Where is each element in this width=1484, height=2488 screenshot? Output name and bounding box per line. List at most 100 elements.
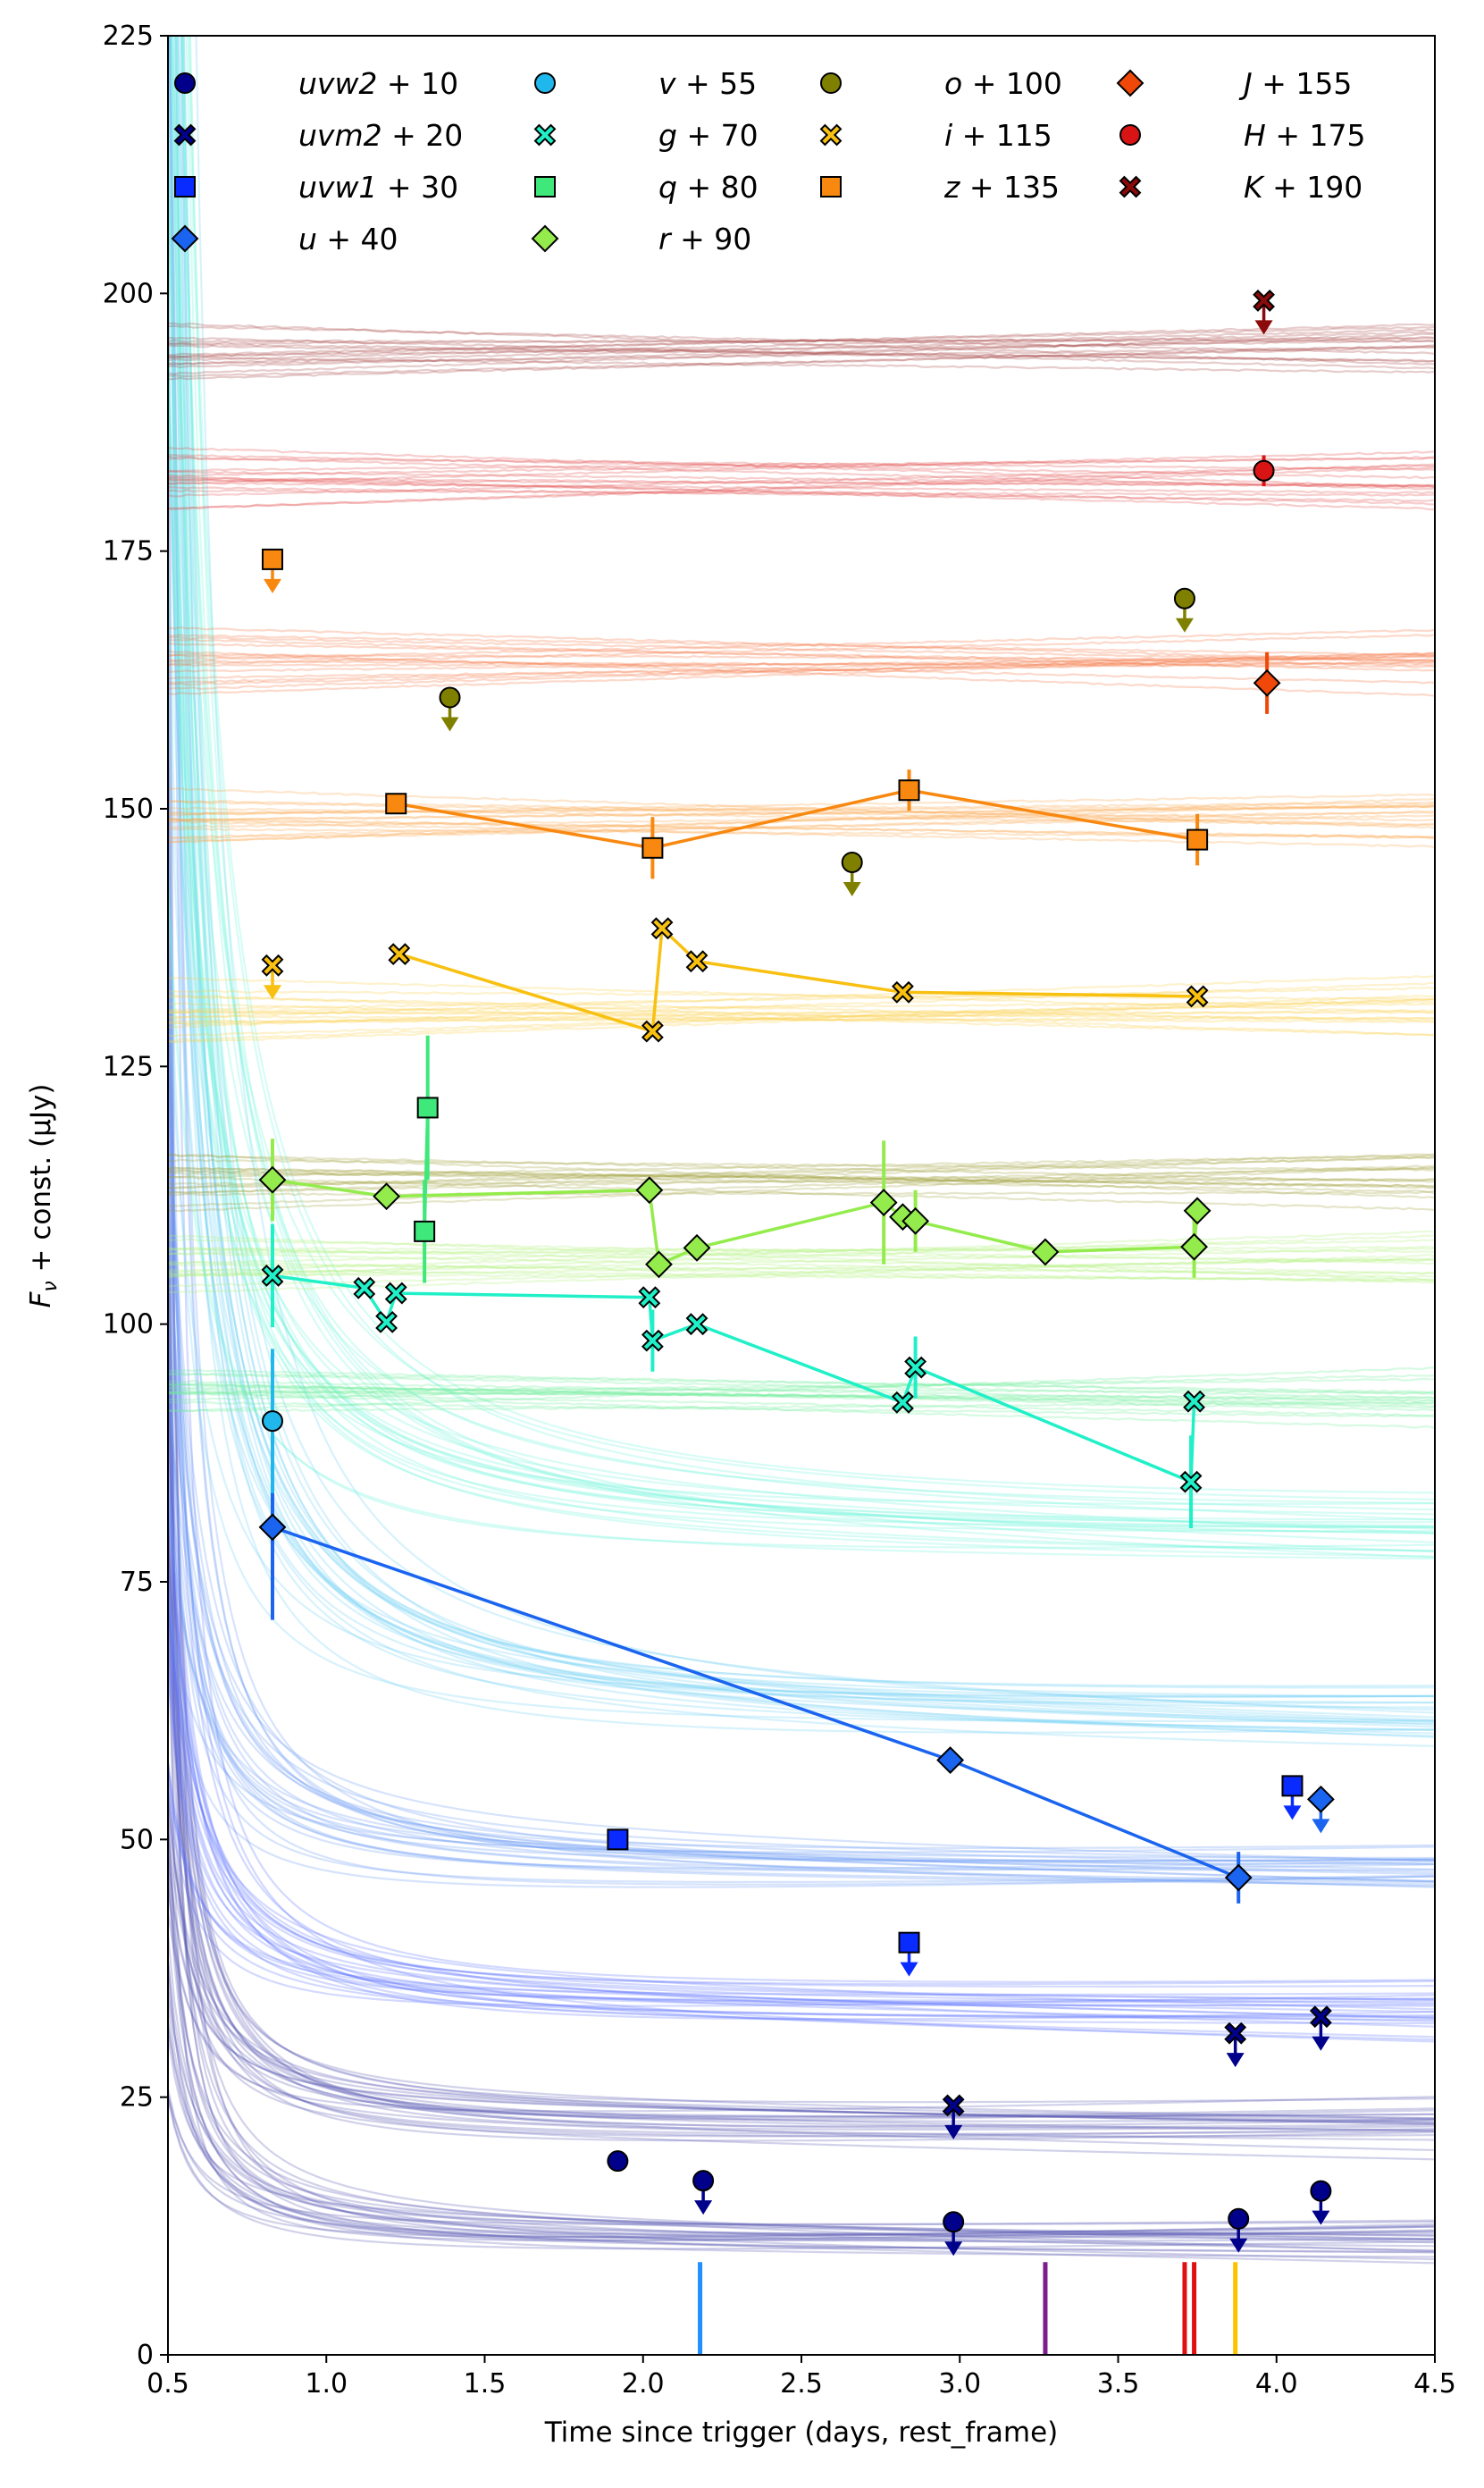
model-curve — [168, 36, 1435, 1728]
model-curve — [168, 1156, 1435, 1195]
model-curve — [168, 653, 1435, 685]
legend-band-offset: + 80 — [677, 170, 759, 205]
upper-limit-arrow-o — [1175, 618, 1194, 633]
legend-marker-z — [820, 176, 842, 198]
model-curve — [168, 1592, 1435, 2118]
legend-band-name: u — [298, 222, 317, 256]
model-curve — [168, 1603, 1435, 2000]
y-axis-label-symbol: F — [25, 1290, 57, 1307]
legend-marker-q — [534, 176, 556, 198]
model-curve — [168, 2025, 1435, 2235]
model-curve — [168, 1366, 1435, 1412]
model-curve — [168, 1856, 1435, 2123]
model-curve — [168, 728, 1435, 2104]
model-curve — [168, 1359, 1435, 1988]
model-curve — [175, 36, 1435, 1533]
model-curve — [168, 626, 1435, 662]
model-curve — [168, 457, 1435, 471]
model-curves — [168, 36, 1435, 2265]
model-curve — [168, 634, 1435, 666]
model-curve — [168, 345, 1435, 366]
data-point-r — [901, 1206, 930, 1235]
legend-marker-uvm2 — [173, 123, 197, 147]
model-curve — [168, 1373, 1435, 1400]
model-curve — [168, 1014, 1435, 1024]
legend-label-uvw1: uvw1 + 30 — [298, 170, 458, 205]
model-curve — [168, 1614, 1435, 2022]
model-curve — [168, 551, 1435, 1505]
model-curve — [168, 1483, 1435, 2021]
model-curve — [181, 36, 1435, 1535]
model-curve — [168, 1158, 1435, 1172]
model-curve — [168, 1311, 1435, 1862]
model-curve — [175, 36, 1435, 1534]
data-point-o — [439, 686, 461, 709]
model-curve — [168, 1378, 1435, 2129]
model-curve — [168, 660, 1435, 668]
model-curve — [168, 2094, 1435, 2226]
model-curve — [168, 1247, 1435, 1276]
model-curve — [168, 584, 1435, 1747]
model-curve — [168, 1976, 1435, 2258]
model-curve — [168, 1166, 1435, 1189]
model-curve — [168, 1831, 1435, 2151]
model-curve — [168, 1247, 1435, 1275]
model-curve — [168, 332, 1435, 375]
model-curve — [185, 36, 1435, 1559]
model-curve — [168, 1258, 1435, 1278]
x-axis-label: Time since trigger (days, rest_frame) — [544, 2417, 1059, 2449]
legend-label-z: z + 135 — [943, 170, 1060, 205]
model-curve — [168, 1871, 1435, 2242]
data-point-r — [645, 1250, 673, 1279]
model-curve — [168, 819, 1435, 839]
model-curve — [168, 1254, 1435, 1294]
model-curve — [168, 642, 1435, 667]
model-curve — [168, 357, 1435, 1544]
legend-label-o: o + 100 — [944, 66, 1062, 101]
legend-label-u: u + 40 — [298, 222, 398, 256]
model-curve — [168, 1521, 1435, 2128]
model-curve — [168, 1991, 1435, 2248]
model-curve — [168, 1604, 1435, 2011]
y-tick-label: 75 — [120, 1567, 154, 1598]
model-curve — [168, 1376, 1435, 1882]
model-curve — [176, 36, 1435, 1704]
data-point-uvm2 — [942, 2094, 965, 2117]
model-curve — [168, 1153, 1435, 1189]
model-curve — [168, 1247, 1435, 1254]
model-curve — [168, 1383, 1435, 1412]
model-curve — [168, 827, 1435, 839]
data-point-uvw1 — [1281, 1775, 1304, 1797]
data-point-g — [1183, 1390, 1205, 1413]
data-point-g — [353, 1276, 376, 1299]
model-curve — [168, 977, 1435, 1014]
model-curve — [168, 986, 1435, 1012]
data-point-J — [1253, 668, 1281, 697]
legend-band-offset: + 190 — [1263, 170, 1363, 205]
model-curve — [168, 1478, 1435, 2001]
model-curve — [168, 335, 1435, 368]
model-curve — [168, 760, 1435, 1865]
model-curve — [168, 1268, 1435, 1282]
model-curve — [168, 1273, 1435, 1282]
model-curve — [168, 1081, 1435, 1886]
model-curve — [168, 1912, 1435, 2141]
model-curve — [168, 1333, 1435, 1871]
model-curve — [168, 1769, 1435, 2013]
model-curve — [168, 1551, 1435, 1986]
model-curve — [168, 810, 1435, 843]
legend-band-name: H — [1244, 118, 1266, 153]
y-axis-label-subscript: ν — [39, 1281, 62, 1291]
data-point-q — [414, 1220, 436, 1242]
model-curve — [168, 36, 1435, 1983]
data-point-z — [261, 548, 283, 570]
model-curve — [168, 2034, 1435, 2240]
model-curve — [168, 1143, 1435, 2261]
model-curve — [171, 36, 1435, 1501]
model-curve — [168, 319, 1435, 1709]
model-curve — [168, 387, 1435, 1689]
legend-marker-i — [819, 123, 843, 147]
model-curve — [181, 36, 1435, 1524]
model-curve — [168, 1809, 1435, 2123]
model-curve — [168, 997, 1435, 1038]
